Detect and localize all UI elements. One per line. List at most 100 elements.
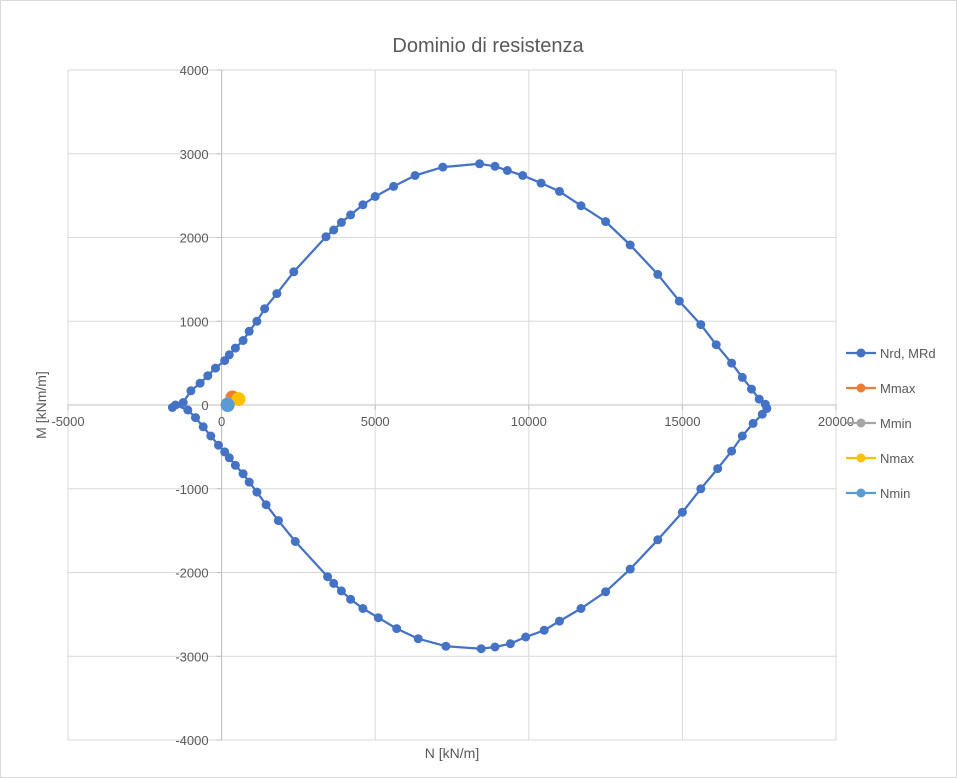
y-tick-label: -4000 [175, 733, 208, 748]
legend-item: Nmax [846, 451, 914, 466]
data-point [438, 162, 448, 172]
data-point [206, 431, 216, 441]
legend-marker [856, 383, 866, 393]
data-point [252, 487, 262, 497]
legend-item: Mmin [846, 416, 912, 431]
data-point [576, 201, 586, 211]
data-point [329, 578, 339, 588]
data-point [220, 447, 230, 457]
legend-item: Nrd, MRd [846, 346, 936, 361]
data-point [521, 632, 531, 642]
x-tick-label: 5000 [361, 414, 390, 429]
data-point [677, 507, 687, 517]
data-point [198, 422, 208, 432]
data-point [273, 516, 283, 526]
data-point [183, 405, 193, 415]
data-point [244, 326, 254, 336]
data-point [476, 644, 486, 654]
data-point [260, 304, 270, 314]
data-point [220, 398, 235, 412]
data-point [696, 320, 706, 330]
data-point [555, 616, 564, 626]
data-point [203, 371, 213, 381]
data-point [336, 217, 346, 227]
y-tick-label: -1000 [175, 482, 208, 497]
legend-marker [856, 418, 866, 428]
data-point [346, 210, 356, 220]
data-point [410, 171, 420, 180]
chart-title: Dominio di resistenza [392, 35, 584, 57]
data-series [167, 159, 772, 654]
data-point [737, 431, 747, 441]
x-axis-title: N [kN/m] [425, 745, 479, 761]
y-tick-label: 4000 [180, 63, 209, 78]
legend-item: Nmin [846, 486, 910, 501]
data-point [195, 378, 205, 388]
x-tick-label: 10000 [511, 414, 547, 429]
legend: Nrd, MRd Mmax Mmin Nmax Nmin [846, 346, 936, 501]
y-tick-label: 2000 [180, 231, 209, 246]
data-point [178, 398, 188, 407]
data-point [373, 613, 383, 623]
data-point [211, 363, 220, 373]
x-tick-label: -5000 [51, 414, 84, 429]
data-point [757, 409, 767, 419]
data-point [370, 192, 380, 201]
data-point [441, 641, 451, 651]
data-point [576, 604, 586, 613]
data-point [539, 625, 549, 635]
data-point [261, 500, 271, 510]
y-tick-label: 3000 [180, 147, 209, 162]
legend-label: Nmin [880, 486, 910, 501]
data-point [711, 340, 721, 350]
data-point [358, 200, 368, 210]
data-point [490, 642, 500, 652]
data-point [224, 350, 234, 360]
tick-labels: -5000 0 5000 10000 15000 20000-4000-3000-2000… [51, 63, 854, 748]
data-point [490, 161, 500, 171]
data-point [727, 446, 737, 456]
data-point [505, 639, 515, 649]
data-point [252, 316, 262, 326]
data-point [727, 358, 737, 368]
data-point [214, 440, 223, 450]
data-point [737, 372, 747, 382]
data-point [653, 535, 663, 545]
y-tick-label: -2000 [175, 566, 208, 581]
data-point [336, 586, 346, 596]
data-point [238, 336, 248, 345]
data-point [329, 225, 339, 235]
legend-label: Mmin [880, 416, 912, 431]
data-point [747, 384, 756, 394]
data-point [230, 460, 240, 470]
data-point [653, 269, 663, 279]
data-point [748, 418, 758, 428]
y-tick-label: 1000 [180, 314, 209, 329]
series-nmin [220, 398, 235, 412]
data-point [323, 572, 333, 582]
data-point [272, 289, 282, 299]
legend-marker [856, 453, 866, 463]
y-tick-label: -3000 [175, 649, 208, 664]
series-nrd-mrd [167, 159, 772, 654]
data-point [674, 296, 684, 306]
data-point [518, 171, 528, 180]
x-tick-label: 20000 [818, 414, 854, 429]
legend-marker [856, 348, 866, 358]
data-point [289, 267, 299, 277]
legend-label: Nmax [880, 451, 914, 466]
data-point [555, 186, 564, 196]
data-point [230, 343, 240, 353]
x-tick-label: 15000 [664, 414, 700, 429]
data-point [186, 386, 196, 396]
data-point [244, 477, 254, 487]
data-point [389, 181, 399, 191]
legend-marker [856, 488, 866, 498]
data-point [413, 634, 423, 644]
data-point [625, 564, 635, 574]
legend-item: Mmax [846, 381, 916, 396]
data-point [625, 240, 635, 250]
